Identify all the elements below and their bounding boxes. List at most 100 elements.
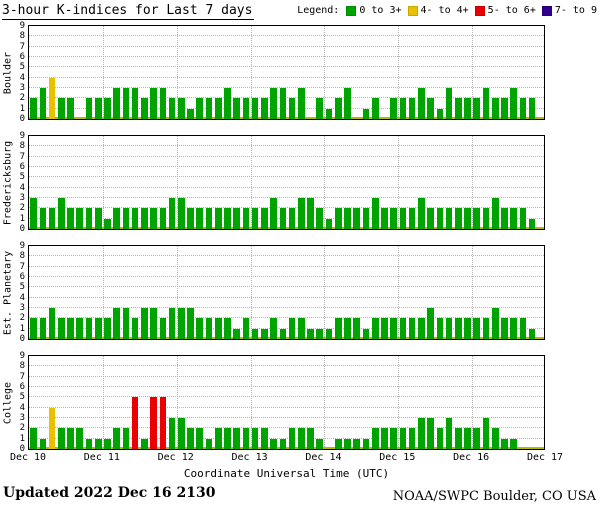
y-tick-label: 4 <box>19 292 25 303</box>
h-gridline <box>29 97 544 99</box>
legend-item-label: 7- to 9 <box>554 5 597 16</box>
k-index-bar <box>528 218 536 229</box>
station-label: Est. Planetary <box>2 250 14 335</box>
legend-label: Legend: <box>297 5 340 16</box>
k-index-bar <box>224 88 231 119</box>
k-index-bar <box>205 438 213 449</box>
k-index-bar <box>261 328 268 339</box>
k-index-bar <box>104 98 111 119</box>
k-index-bar <box>85 438 93 449</box>
k-index-bar <box>519 98 527 119</box>
k-index-bar <box>196 208 204 229</box>
k-index-bar <box>427 98 434 119</box>
k-index-bar <box>131 397 139 449</box>
y-tick-label: 8 <box>19 251 25 262</box>
k-index-bar <box>334 208 342 229</box>
k-index-bar <box>57 318 65 339</box>
h-gridline <box>29 166 544 167</box>
panel-college <box>28 355 545 450</box>
k-index-bar <box>353 438 361 449</box>
k-index-bar <box>334 318 342 339</box>
k-index-bar <box>362 438 370 449</box>
k-index-bar <box>168 308 176 339</box>
station-label: Boulder <box>2 51 14 94</box>
k-index-bar <box>233 428 241 449</box>
legend-item-label: 5- to 6+ <box>487 5 536 16</box>
v-gridline <box>398 26 400 119</box>
k-index-bar <box>344 88 351 119</box>
y-tick-label: 2 <box>19 313 25 324</box>
y-tick-label: 0 <box>19 114 25 124</box>
y-tick-label: 2 <box>19 423 25 434</box>
v-gridline <box>324 246 326 339</box>
k-index-bar <box>270 198 277 229</box>
h-gridline <box>29 327 544 329</box>
k-index-bar <box>316 98 324 119</box>
y-tick-label: 6 <box>19 162 25 172</box>
k-index-bar <box>122 208 130 229</box>
y-tick-label: 1 <box>19 323 25 334</box>
k-index-bar <box>67 428 74 449</box>
k-index-bar <box>316 208 324 229</box>
k-index-bar <box>122 88 130 119</box>
y-tick-label: 5 <box>19 392 25 403</box>
k-index-bar <box>196 318 204 339</box>
h-gridline <box>29 286 544 288</box>
y-tick-label: 7 <box>19 151 25 162</box>
x-tick-label: Dec 11 <box>83 452 120 463</box>
k-index-bar <box>362 328 370 339</box>
k-index-bar <box>104 438 111 449</box>
k-index-bar <box>510 318 517 339</box>
k-index-bar <box>76 208 84 229</box>
k-index-bar <box>408 98 416 119</box>
k-index-bar <box>141 208 148 229</box>
k-index-bar <box>261 98 268 119</box>
k-index-bar <box>57 98 65 119</box>
source-credit: NOAA/SWPC Boulder, CO USA <box>392 489 596 504</box>
k-index-bar <box>381 318 388 339</box>
k-index-bar <box>196 98 204 119</box>
k-index-bar <box>288 428 296 449</box>
k-index-bar <box>418 318 425 339</box>
h-gridline <box>29 197 544 198</box>
panel-boulder <box>28 25 545 120</box>
k-index-bar <box>94 438 102 449</box>
k-index-bar <box>445 208 453 229</box>
k-index-bar <box>261 428 268 449</box>
v-gridline <box>324 356 326 449</box>
k-index-bar <box>242 208 250 229</box>
k-index-bar <box>76 318 84 339</box>
k-index-bar <box>427 308 434 339</box>
k-index-bar <box>131 88 139 119</box>
k-index-bar <box>251 328 259 339</box>
y-tick-label: 6 <box>19 52 25 62</box>
zero-baseline <box>29 447 544 449</box>
k-index-bar <box>224 208 231 229</box>
k-index-bar <box>196 428 204 449</box>
k-index-bar <box>381 208 388 229</box>
y-tick-label: 0 <box>19 444 25 454</box>
k-index-bar <box>131 318 139 339</box>
k-index-bar <box>436 208 444 229</box>
k-index-bar <box>501 208 508 229</box>
k-index-bar <box>187 308 194 339</box>
k-index-bar <box>67 98 74 119</box>
k-index-bar <box>390 318 397 339</box>
zero-baseline <box>29 227 544 229</box>
x-tick-label: Dec 13 <box>231 452 268 463</box>
k-index-bar <box>214 208 222 229</box>
k-index-bar <box>233 328 241 339</box>
v-gridline <box>472 26 474 119</box>
y-tick-label: 0 <box>19 334 25 344</box>
k-index-bar <box>491 428 499 449</box>
k-index-bar <box>94 98 102 119</box>
y-tick-label: 2 <box>19 93 25 104</box>
k-index-bar <box>57 428 65 449</box>
k-index-bar <box>418 88 425 119</box>
v-gridline <box>472 136 474 229</box>
x-tick-label: Dec 10 <box>9 452 47 463</box>
k-index-bar <box>150 397 157 449</box>
k-index-bar <box>344 318 351 339</box>
v-gridline <box>250 356 252 449</box>
